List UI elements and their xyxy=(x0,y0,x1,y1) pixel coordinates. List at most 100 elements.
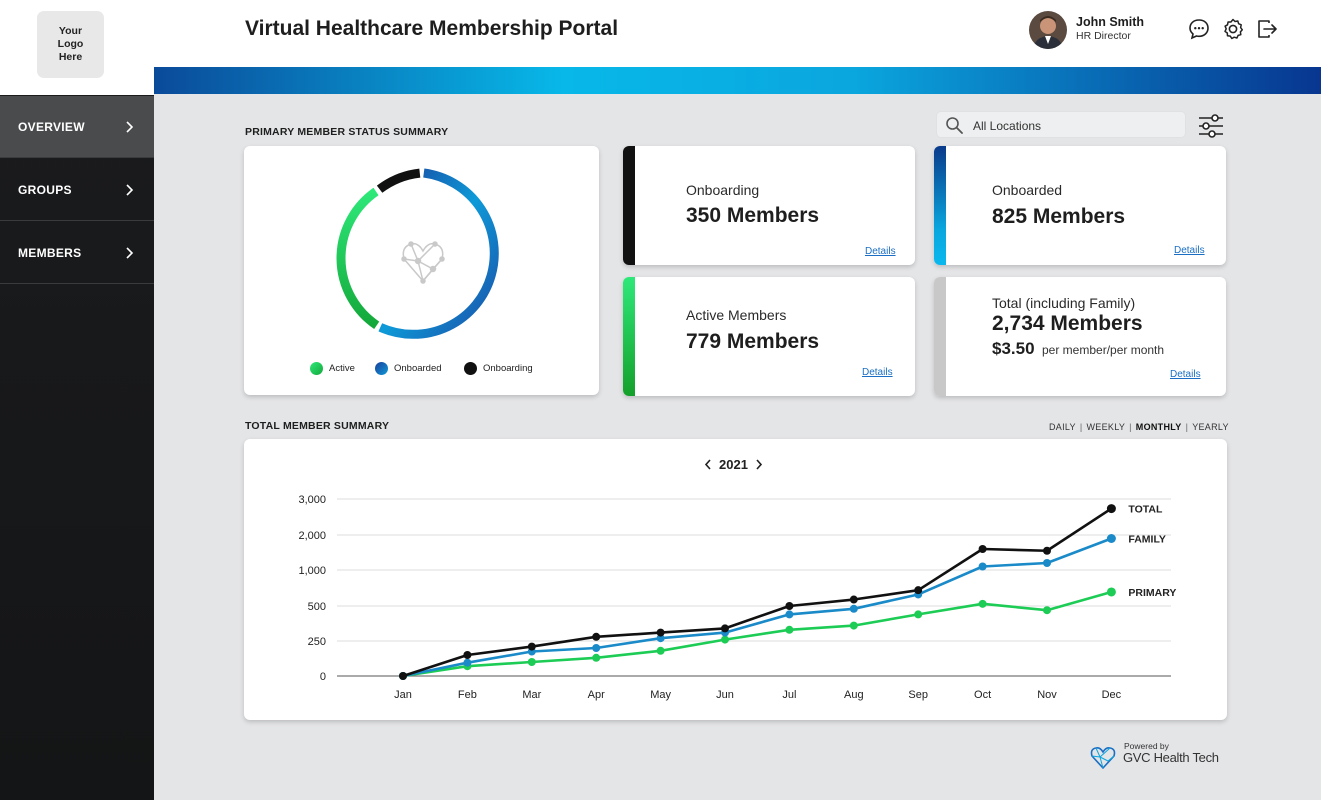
data-point-family xyxy=(1106,534,1116,543)
data-point-family xyxy=(592,644,601,652)
user-role: HR Director xyxy=(1076,30,1131,42)
y-tick-label: 1,000 xyxy=(298,565,326,577)
section-title-summary: TOTAL MEMBER SUMMARY xyxy=(245,420,390,432)
y-tick-label: 3,000 xyxy=(298,494,326,506)
page-title: Virtual Healthcare Membership Portal xyxy=(245,17,619,40)
user-name: John Smith xyxy=(1076,15,1145,29)
stat-label: Total (including Family) xyxy=(992,295,1136,311)
tab-daily[interactable]: DAILY xyxy=(1049,422,1076,432)
series-label-total: TOTAL xyxy=(1128,504,1163,516)
x-tick-label: Jul xyxy=(782,689,796,701)
header: Virtual Healthcare Membership Portal Joh… xyxy=(154,0,1321,67)
avatar[interactable] xyxy=(1029,11,1067,49)
x-tick-label: Dec xyxy=(1102,689,1122,701)
x-tick-label: Sep xyxy=(908,689,928,701)
data-point-primary xyxy=(721,635,729,644)
data-point-total xyxy=(1106,504,1116,514)
tab-monthly[interactable]: MONTHLY xyxy=(1135,422,1182,432)
stat-value: 2,734 Members xyxy=(992,312,1143,335)
section-title-status: PRIMARY MEMBER STATUS SUMMARY xyxy=(245,126,449,138)
legend-label: Onboarded xyxy=(394,363,442,374)
legend-swatch xyxy=(375,362,388,375)
legend-swatch xyxy=(464,362,477,375)
logo-placeholder[interactable]: Your Logo Here xyxy=(37,11,104,78)
tab-weekly[interactable]: WEEKLY xyxy=(1086,422,1126,432)
member-line-chart: 3,000 2,000 1,000 500 250 0 Jan Feb Mar Apr May Jun… xyxy=(298,494,1176,701)
series-label-primary: PRIMARY xyxy=(1128,587,1176,599)
heart-network-icon xyxy=(401,241,445,284)
chevron-right-icon xyxy=(126,121,134,133)
tab-yearly[interactable]: YEARLY xyxy=(1192,422,1229,432)
stat-label: Active Members xyxy=(686,307,787,323)
gear-icon[interactable] xyxy=(1221,17,1245,41)
stat-card-onboarded: Onboarded 825 Members Details xyxy=(934,146,1226,265)
header-banner xyxy=(154,67,1321,94)
powered-by-label: Powered by xyxy=(1124,741,1169,751)
sidebar-item-members[interactable]: MEMBERS xyxy=(0,222,154,284)
donut-segment-onboarded xyxy=(378,168,499,339)
data-point-primary xyxy=(1043,606,1051,615)
stat-value: 825 Members xyxy=(992,205,1126,228)
price-unit: per member/per month xyxy=(1042,343,1165,357)
series-line-primary xyxy=(402,590,1112,678)
donut-segment-onboarding xyxy=(376,168,421,193)
stat-label: Onboarding xyxy=(686,182,760,198)
price-value: $3.50 xyxy=(992,339,1035,358)
legend-label: Onboarding xyxy=(483,363,533,374)
y-tick-label: 250 xyxy=(308,636,326,648)
chevron-right-icon xyxy=(126,247,134,259)
stat-card-onboarding: Onboarding 350 Members Details xyxy=(623,146,915,265)
chat-icon[interactable] xyxy=(1187,17,1211,41)
data-point-family xyxy=(463,658,472,667)
sidebar: Your Logo Here OVERVIEW GROUPS MEMBERS xyxy=(0,0,154,800)
y-tick-label: 2,000 xyxy=(298,530,326,542)
x-tick-label: Aug xyxy=(844,689,864,701)
x-tick-label: Jan xyxy=(394,689,412,701)
chevron-right-icon[interactable] xyxy=(754,458,764,471)
data-point-family xyxy=(785,610,794,619)
period-tabs: DAILY | WEEKLY | MONTHLY | YEARLY xyxy=(1049,422,1229,432)
card-accent xyxy=(623,277,635,396)
details-link[interactable]: Details xyxy=(865,246,896,257)
data-point-primary xyxy=(592,653,601,662)
data-point-total xyxy=(978,545,987,553)
x-tick-label: Mar xyxy=(522,689,541,701)
series-line-family xyxy=(402,537,1112,678)
legend-label: Active xyxy=(329,363,355,374)
details-link[interactable]: Details xyxy=(1170,369,1201,380)
sidebar-item-label: MEMBERS xyxy=(18,245,82,260)
data-point-primary xyxy=(527,658,536,666)
sidebar-item-groups[interactable]: GROUPS xyxy=(0,159,154,221)
x-tick-label: May xyxy=(650,689,671,701)
search-input[interactable] xyxy=(973,117,1173,134)
year-label: 2021 xyxy=(719,457,748,472)
data-point-family xyxy=(656,634,665,643)
card-accent xyxy=(934,277,946,396)
stat-value: 779 Members xyxy=(686,330,820,353)
legend-onboarded: Onboarded xyxy=(375,362,442,375)
x-tick-label: Jun xyxy=(716,689,734,701)
data-point-total xyxy=(399,672,407,680)
sidebar-item-overview[interactable]: OVERVIEW xyxy=(0,96,154,158)
filter-sliders-icon[interactable] xyxy=(1197,113,1225,139)
card-accent xyxy=(934,146,946,265)
status-donut-chart xyxy=(336,168,499,339)
data-point-family xyxy=(1043,559,1051,567)
logout-icon[interactable] xyxy=(1255,17,1279,41)
data-point-primary xyxy=(978,599,987,608)
price-row: $3.50 per member/per month xyxy=(992,339,1164,359)
data-point-total xyxy=(463,651,472,659)
location-search[interactable] xyxy=(936,111,1186,138)
x-tick-label: Nov xyxy=(1037,689,1057,701)
data-point-primary xyxy=(1106,587,1116,597)
data-point-total xyxy=(785,602,794,610)
x-tick-label: Oct xyxy=(974,689,991,701)
details-link[interactable]: Details xyxy=(862,367,893,378)
data-point-total xyxy=(721,624,729,633)
details-link[interactable]: Details xyxy=(1174,245,1205,256)
data-point-family xyxy=(849,604,858,613)
data-point-total xyxy=(914,586,923,595)
chevron-left-icon[interactable] xyxy=(703,458,713,471)
chevron-right-icon xyxy=(126,184,134,196)
legend-active: Active xyxy=(310,362,355,375)
